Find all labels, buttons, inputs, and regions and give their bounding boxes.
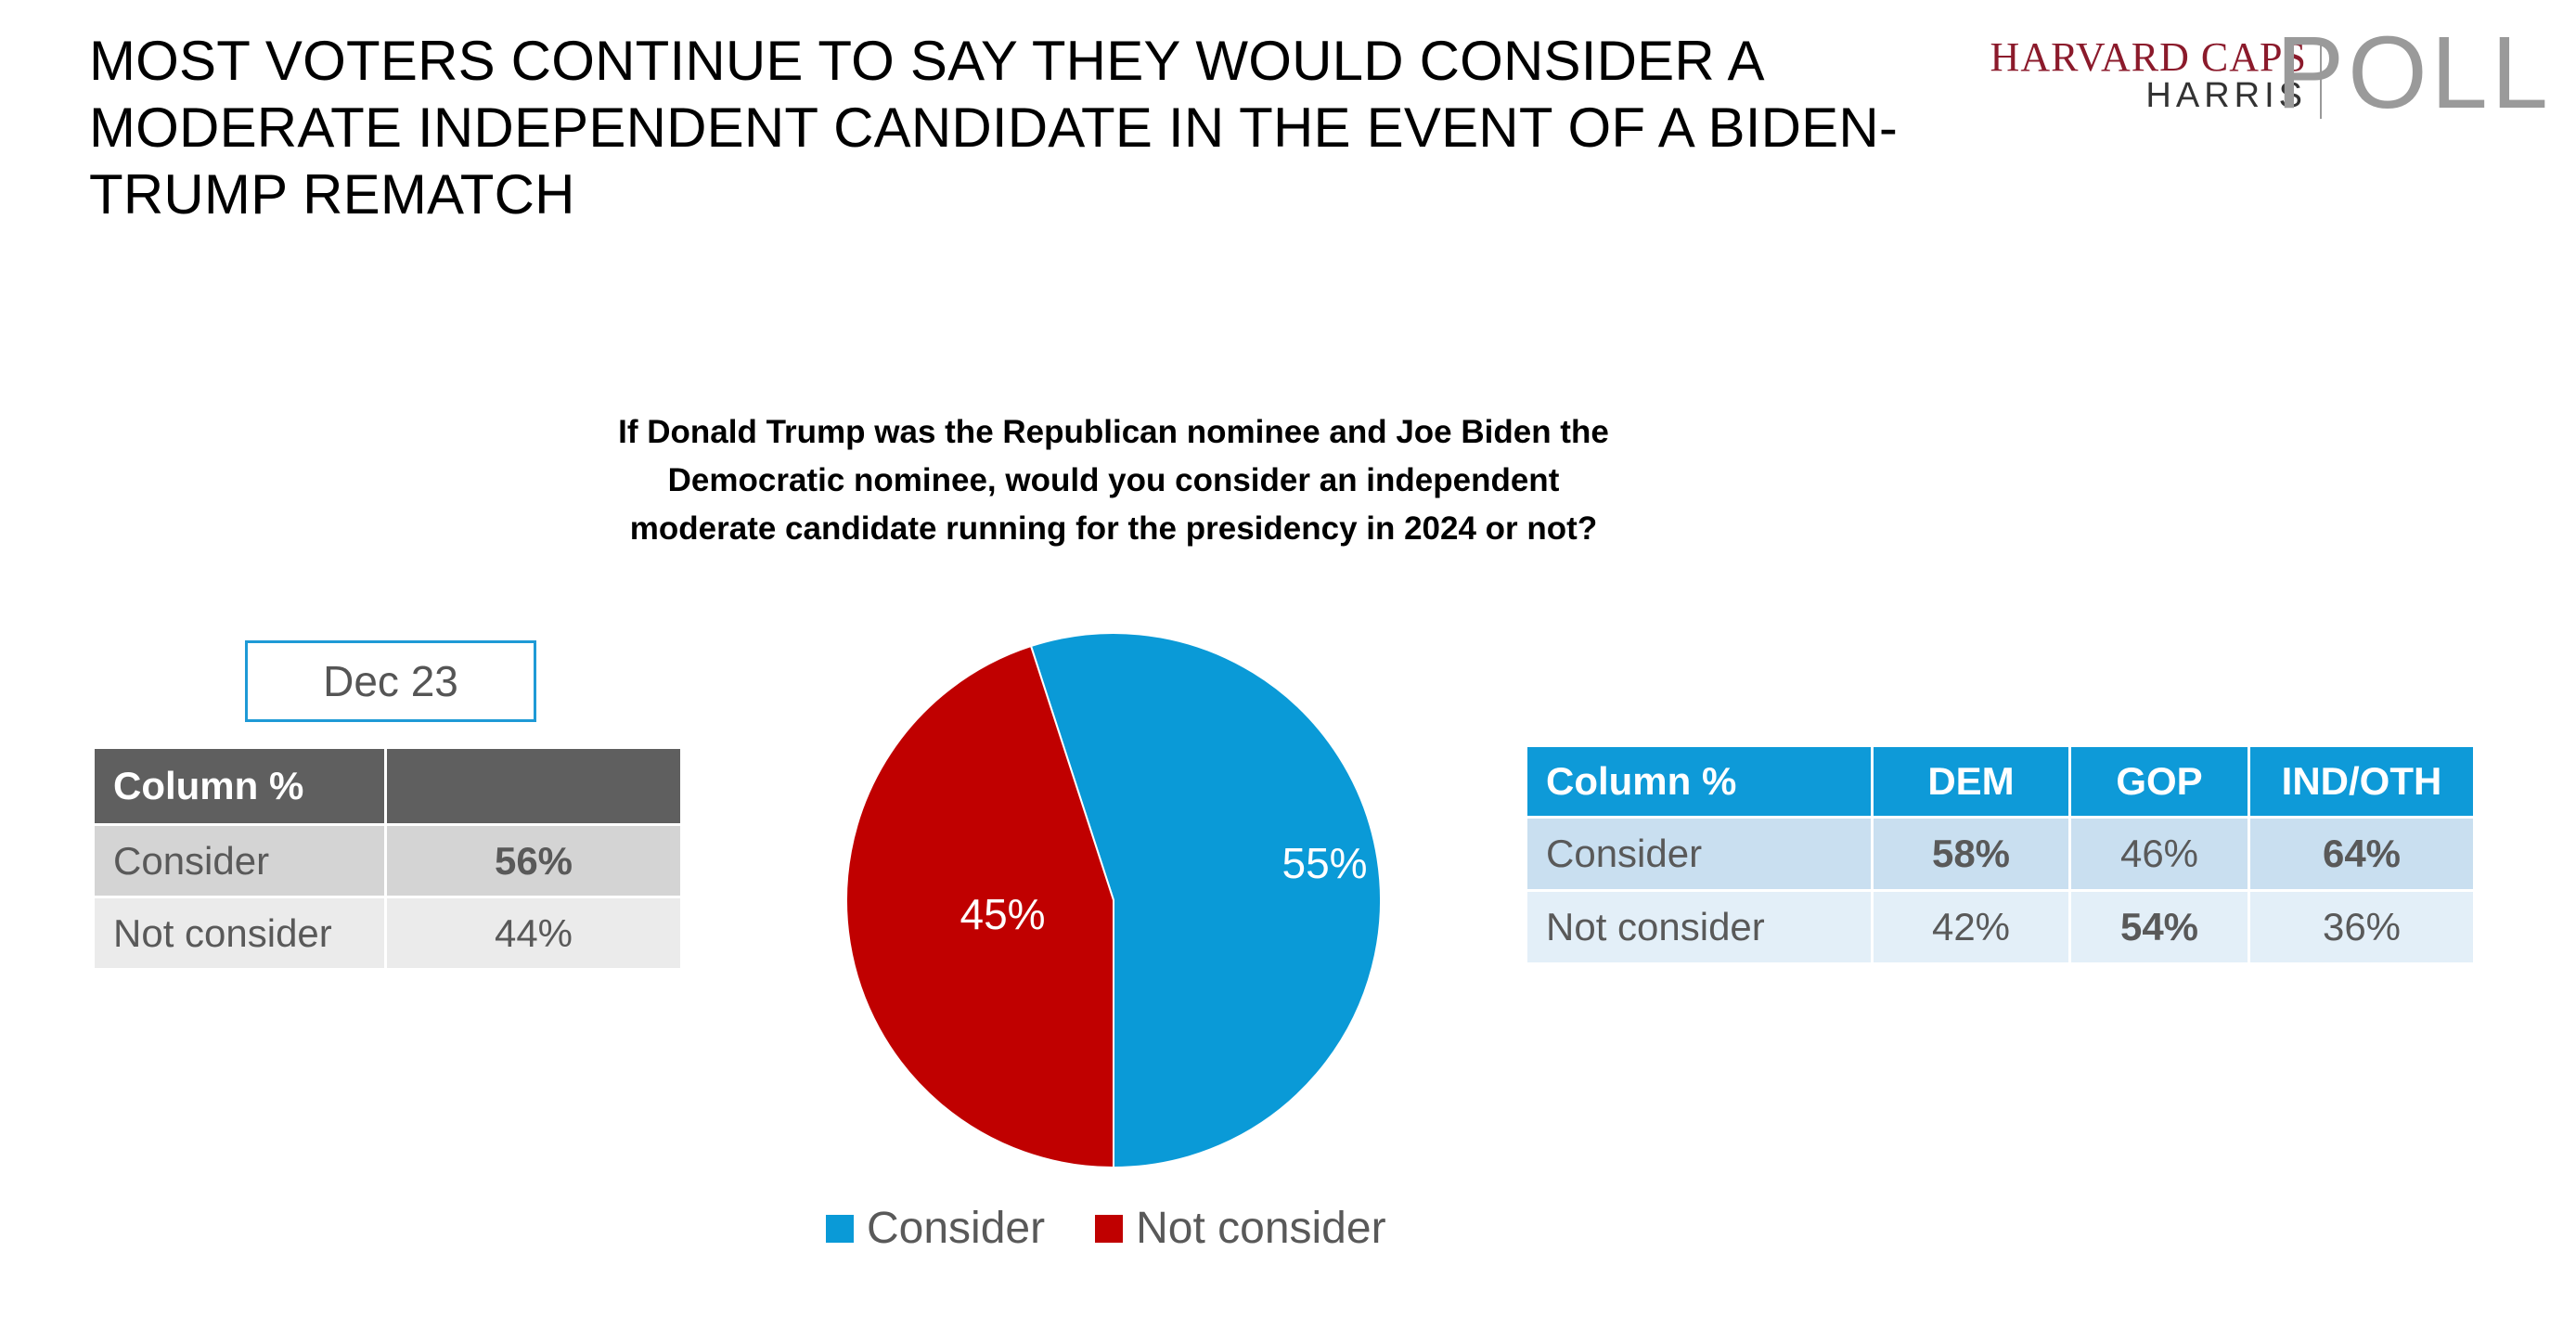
survey-question: If Donald Trump was the Republican nomin…: [618, 414, 1609, 547]
legend-item-consider: Consider: [826, 1203, 1045, 1254]
page-title: MOST VOTERS CONTINUE TO SAY THEY WOULD C…: [89, 30, 1899, 226]
row-value: 56%: [387, 826, 680, 896]
pie-data-label: 55%: [1282, 839, 1368, 887]
legend-swatch: [1095, 1214, 1124, 1243]
row-value: 46%: [2071, 819, 2248, 889]
row-value: 58%: [1874, 819, 2068, 889]
table-header-row: Column % DEM GOP IND/OTH: [1527, 747, 2473, 816]
legend-item-not-consider: Not consider: [1095, 1203, 1386, 1254]
header-cell: Column %: [1527, 747, 1871, 816]
logo-line-2: HARRIS: [2145, 76, 2307, 115]
legend-label: Consider: [867, 1204, 1046, 1253]
header-cell: Column %: [95, 749, 384, 823]
row-value: 44%: [387, 898, 680, 968]
overall-results-table: Column % Consider 56% Not consider 44%: [92, 746, 683, 971]
table-row: Consider 58% 46% 64%: [1527, 819, 2473, 889]
logo-mark: POLL: [2275, 16, 2552, 130]
pie-data-label: 45%: [960, 890, 1045, 938]
header-cell: DEM: [1874, 747, 2068, 816]
header-cell: IND/OTH: [2250, 747, 2473, 816]
logo-divider: [2320, 39, 2322, 119]
period-label: Dec 23: [245, 640, 536, 722]
table-row: Consider 56%: [95, 826, 680, 896]
header-cell: GOP: [2071, 747, 2248, 816]
legend-label: Not consider: [1136, 1204, 1386, 1253]
chart-legend: Consider Not consider: [826, 1203, 1436, 1254]
row-value: 54%: [2071, 892, 2248, 962]
party-breakdown-table: Column % DEM GOP IND/OTH Consider 58% 46…: [1525, 744, 2476, 965]
harvard-caps-harris-poll-logo: HARVARD CAPS HARRIS POLL: [1990, 16, 2552, 130]
row-label: Not consider: [1527, 892, 1871, 962]
header-cell: [387, 749, 680, 823]
row-label: Consider: [95, 826, 384, 896]
row-value: 36%: [2250, 892, 2473, 962]
table-row: Not consider 44%: [95, 898, 680, 968]
pie-slice-not-consider: [845, 644, 1114, 1169]
table-row: Not consider 42% 54% 36%: [1527, 892, 2473, 962]
row-value: 64%: [2250, 819, 2473, 889]
pie-chart: 55% 45%: [845, 632, 1382, 1169]
pie-slice-consider: [1029, 632, 1382, 1169]
logo-line-1: HARVARD CAPS: [1990, 34, 2307, 80]
row-value: 42%: [1874, 892, 2068, 962]
row-label: Consider: [1527, 819, 1871, 889]
row-label: Not consider: [95, 898, 384, 968]
table-header-row: Column %: [95, 749, 680, 823]
legend-swatch: [826, 1214, 854, 1243]
